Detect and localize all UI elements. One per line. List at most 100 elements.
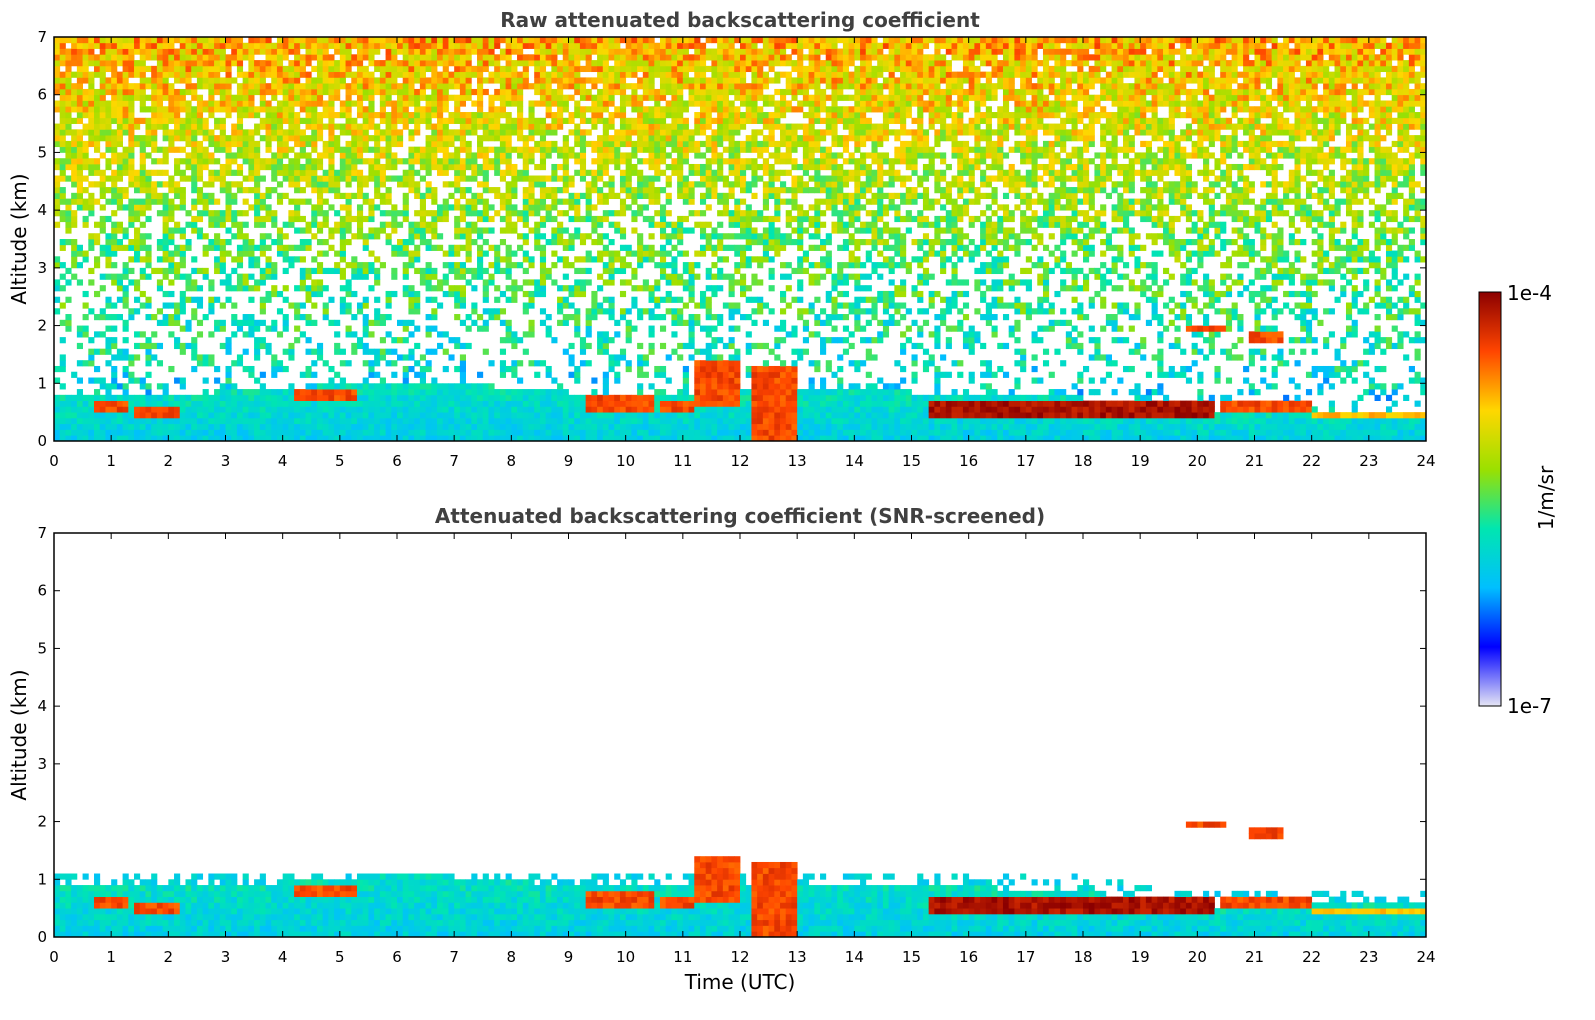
heatmap-cell (419, 354, 426, 361)
heatmap-cell (254, 417, 261, 425)
heatmap-cell (288, 123, 295, 130)
heatmap-cell (116, 429, 123, 436)
heatmap-cell (328, 417, 335, 425)
heatmap-cell (391, 383, 398, 390)
heatmap-cell (214, 435, 221, 442)
heatmap-cell (665, 262, 672, 269)
heatmap-cell (116, 112, 123, 119)
heatmap-cell (659, 325, 667, 332)
heatmap-cell (659, 412, 667, 419)
heatmap-cell (659, 204, 667, 211)
heatmap-cell (545, 267, 552, 275)
heatmap-cell (294, 400, 301, 407)
heatmap-cell (619, 140, 627, 148)
heatmap-cell (134, 354, 141, 361)
heatmap-cell (374, 267, 381, 275)
heatmap-cell (419, 429, 426, 436)
heatmap-cell (579, 233, 587, 240)
heatmap-cell (442, 435, 449, 442)
heatmap-cell (385, 423, 392, 430)
heatmap-cell (196, 192, 204, 199)
heatmap-cell (265, 37, 272, 44)
heatmap-cell (602, 262, 609, 269)
heatmap-cell (288, 406, 295, 413)
heatmap-cell (311, 54, 318, 61)
heatmap-cell (665, 406, 672, 413)
heatmap-cell (557, 423, 564, 430)
heatmap-cell (345, 290, 352, 298)
heatmap-cell (431, 285, 438, 292)
heatmap-cell (368, 262, 375, 269)
heatmap-cell (168, 88, 175, 96)
heatmap-cell (665, 198, 672, 205)
heatmap-cell (602, 163, 609, 171)
heatmap-cell (54, 187, 61, 194)
heatmap-cell (248, 389, 255, 396)
heatmap-cell (151, 140, 158, 148)
heatmap-cell (437, 302, 444, 309)
heatmap-cell (88, 42, 95, 49)
heatmap-cell (471, 227, 478, 234)
heatmap-cell (534, 163, 541, 171)
heatmap-cell (642, 423, 649, 430)
heatmap-cell (522, 221, 529, 228)
heatmap-cell (374, 140, 381, 148)
heatmap-cell (122, 60, 129, 67)
heatmap-cell (174, 169, 181, 176)
heatmap-cell (368, 94, 375, 101)
heatmap-cell (225, 296, 232, 303)
heatmap-cell (488, 54, 495, 61)
heatmap-cell (265, 400, 272, 407)
heatmap-cell (631, 296, 638, 303)
heatmap-cell (294, 389, 301, 396)
heatmap-cell (305, 37, 312, 44)
heatmap-cell (151, 406, 158, 413)
heatmap-cell (225, 377, 232, 384)
heatmap-cell (602, 267, 609, 275)
heatmap-cell (471, 117, 478, 124)
heatmap-cell (191, 227, 198, 234)
heatmap-cell (139, 273, 146, 280)
heatmap-cell (305, 152, 312, 159)
heatmap-cell (105, 233, 112, 240)
heatmap-cell (568, 94, 575, 101)
heatmap-cell (265, 83, 272, 90)
heatmap-cell (111, 227, 118, 234)
heatmap-cell (248, 296, 255, 303)
heatmap-cell (162, 400, 169, 407)
heatmap-cell (294, 152, 301, 159)
heatmap-cell (459, 319, 466, 326)
heatmap-cell (442, 365, 449, 373)
heatmap-cell (111, 371, 118, 378)
heatmap-cell (648, 146, 655, 153)
heatmap-cell (511, 42, 518, 49)
heatmap-cell (528, 175, 535, 182)
heatmap-cell (397, 383, 404, 390)
heatmap-cell (236, 48, 244, 55)
heatmap-cell (602, 123, 609, 130)
heatmap-cell (534, 279, 541, 286)
heatmap-cell (425, 192, 432, 199)
heatmap-cell (419, 106, 426, 113)
heatmap-cell (311, 267, 318, 275)
heatmap-cell (397, 429, 404, 436)
heatmap-cell (151, 106, 158, 113)
heatmap-cell (465, 175, 472, 182)
heatmap-cell (379, 377, 386, 384)
heatmap-cell (511, 192, 518, 199)
heatmap-cell (111, 429, 118, 436)
heatmap-cell (591, 435, 598, 442)
heatmap-cell (345, 83, 352, 90)
heatmap-cell (511, 400, 518, 407)
heatmap-cell (557, 210, 564, 217)
heatmap-cell (385, 123, 392, 130)
heatmap-cell (162, 417, 169, 425)
heatmap-cell (368, 123, 375, 130)
heatmap-cell (134, 88, 141, 96)
heatmap-cell (236, 42, 244, 49)
heatmap-cell (248, 250, 255, 257)
heatmap-cell (431, 94, 438, 101)
heatmap-cell (414, 152, 421, 159)
heatmap-cell (202, 54, 209, 61)
heatmap-cell (259, 394, 266, 401)
